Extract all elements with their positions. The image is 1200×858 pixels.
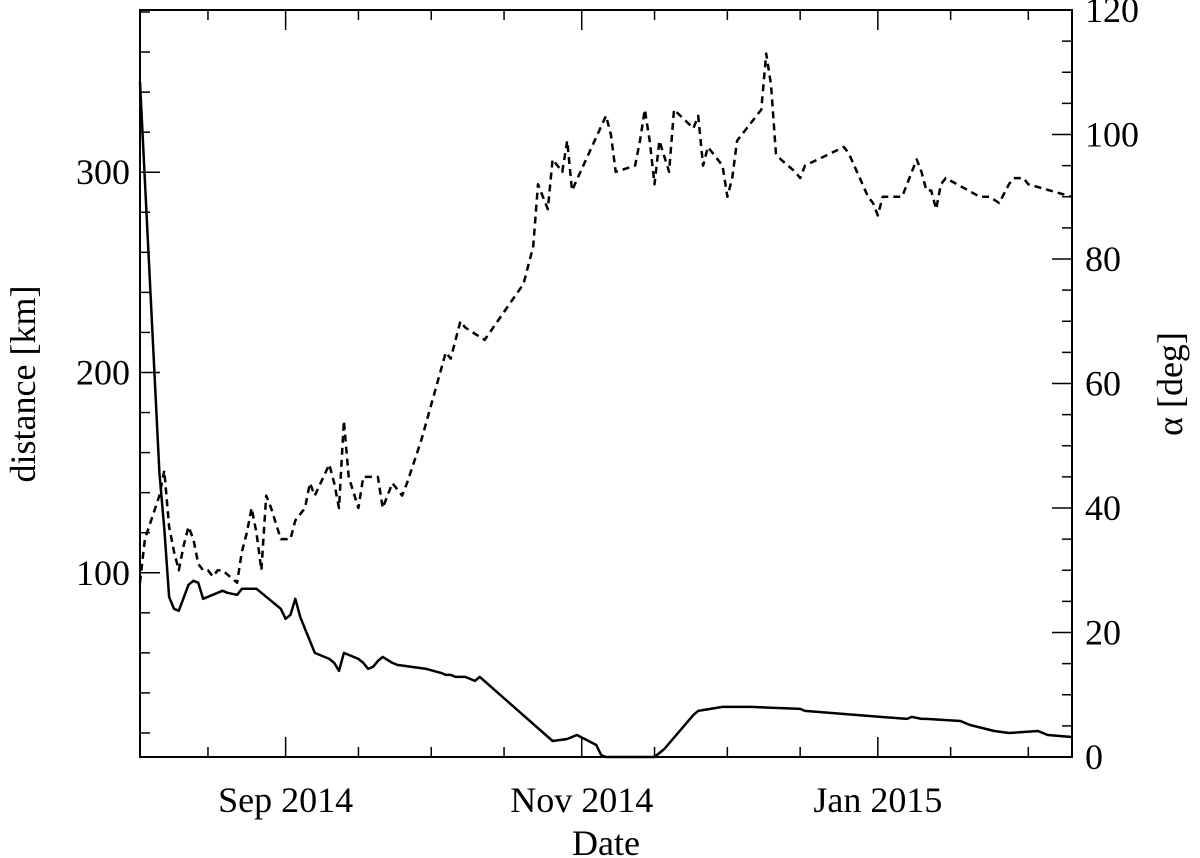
right-tick-label: 0: [1085, 737, 1103, 777]
right-tick-label: 60: [1085, 364, 1121, 404]
left-tick-label: 300: [76, 152, 130, 192]
left-axis-title: distance [km]: [3, 286, 43, 483]
x-tick-label: Nov 2014: [510, 780, 653, 820]
right-tick-label: 40: [1085, 488, 1121, 528]
left-tick-label: 100: [76, 553, 130, 593]
left-tick-label: 200: [76, 352, 130, 392]
tick-labels-group: Sep 2014 Nov 2014 Jan 2015 100 200 300 0 20 40 60…: [76, 0, 1139, 820]
plot-frame: [139, 9, 1073, 758]
right-tick-label: 20: [1085, 613, 1121, 653]
distance-line: [138, 82, 1073, 759]
x-tick-label: Sep 2014: [218, 780, 353, 820]
alpha-line: [138, 52, 1073, 584]
right-tick-label: 100: [1085, 115, 1139, 155]
right-tick-label: 120: [1085, 0, 1139, 30]
right-axis-title: α [deg]: [1150, 332, 1190, 436]
ticks-group: [140, 9, 1072, 758]
x-axis-title: Date: [572, 823, 640, 858]
series-group: [138, 52, 1073, 759]
x-tick-label: Jan 2015: [813, 780, 942, 820]
right-tick-label: 80: [1085, 239, 1121, 279]
